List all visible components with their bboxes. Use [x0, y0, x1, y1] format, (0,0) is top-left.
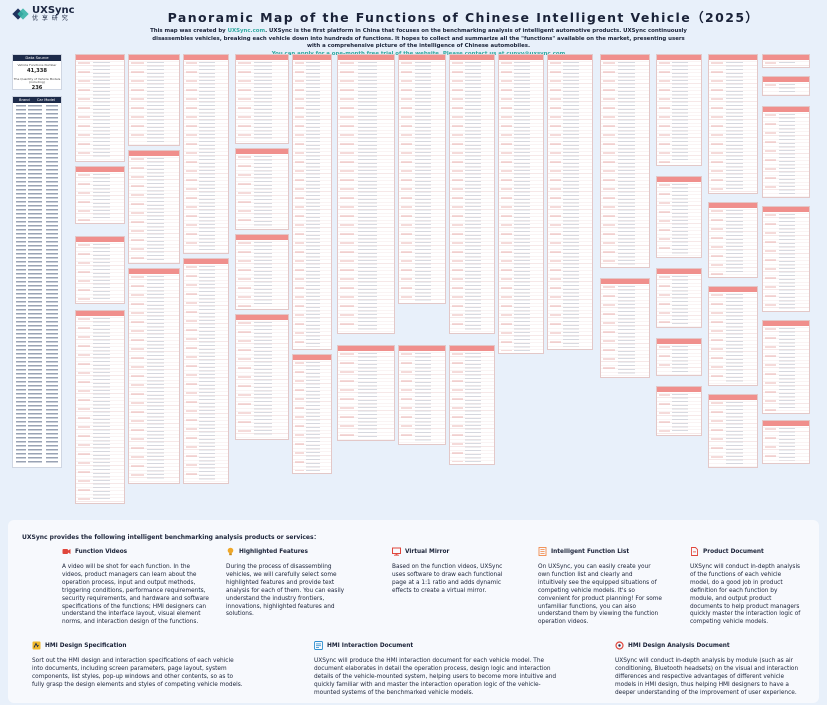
services-panel [8, 520, 819, 703]
service-title: Product Document [703, 548, 764, 555]
intro-text: This map was created by UXSync.com. UXSy… [150, 28, 687, 58]
function-table [337, 54, 395, 334]
brand-model-rows [16, 104, 58, 465]
function-table [762, 54, 810, 68]
uxsync-link[interactable]: UXSync.com [227, 28, 266, 34]
function-table [235, 148, 289, 230]
service-title: Intelligent Function List [551, 548, 630, 555]
function-table [235, 234, 289, 310]
service-title: HMI Interaction Document [327, 642, 414, 649]
stats-header: Data Source [13, 55, 61, 61]
function-table [547, 54, 593, 350]
service-hmi-interaction-document: HMI Interaction Document UXSync will pro… [314, 641, 559, 698]
page-title: Panoramic Map of the Functions of Chines… [167, 10, 760, 25]
service-description: Sort out the HMI design and interaction … [32, 658, 243, 688]
stats-panel: Data Source Vehicle Functions Number 41,… [12, 54, 62, 91]
model-column-header: Car Model [36, 98, 55, 102]
video-camera-icon [62, 547, 71, 556]
function-table [762, 320, 810, 414]
service-description: UXSync will produce the HMI interaction … [314, 658, 557, 696]
function-table [762, 420, 810, 464]
stat-value-models: 236 [31, 84, 43, 91]
function-table [762, 106, 810, 198]
function-table [183, 258, 229, 484]
function-table [600, 278, 650, 378]
function-table [183, 54, 229, 254]
function-table [708, 202, 758, 278]
function-table [398, 54, 446, 304]
function-table [235, 54, 289, 144]
function-table [75, 54, 125, 162]
service-function-videos: Function Videos A video will be shot for… [62, 547, 212, 627]
lightbulb-icon [226, 547, 235, 556]
service-product-document: Product Document UXSync will conduct in-… [690, 547, 802, 627]
function-table [656, 176, 702, 258]
function-table [292, 354, 332, 474]
function-table [656, 386, 702, 436]
function-table [75, 166, 125, 224]
function-table [337, 345, 395, 441]
function-table [449, 54, 495, 334]
document-icon [690, 547, 699, 556]
function-table [398, 345, 446, 445]
service-description: UXSync will conduct in-depth analysis by… [615, 658, 799, 696]
service-hmi-design-specification: HMI Design Specification Sort out the HM… [32, 641, 244, 690]
monitor-icon [392, 547, 401, 556]
function-table [128, 150, 180, 264]
brand-column-header: Brand [19, 98, 30, 102]
intro-part-2: . UXSync is the first platform in China … [152, 28, 687, 50]
function-table [128, 268, 180, 484]
function-table [708, 54, 758, 194]
function-table [498, 54, 544, 354]
function-table [75, 310, 125, 504]
service-description: Based on the function videos, UXSync use… [392, 564, 503, 594]
analysis-document-icon [615, 641, 624, 650]
list-icon [538, 547, 547, 556]
stat-label-functions: Vehicle Functions Number [17, 63, 57, 67]
function-table [449, 345, 495, 465]
service-virtual-mirror: Virtual Mirror Based on the function vid… [392, 547, 510, 596]
service-title: Virtual Mirror [405, 548, 450, 555]
function-table [656, 268, 702, 328]
service-description: UXSync will conduct in-depth analysis of… [690, 564, 801, 626]
logo: UXSync 优 享 研 究 [12, 5, 75, 22]
service-title: Function Videos [75, 548, 128, 555]
logo-text: UXSync [32, 5, 75, 16]
interaction-document-icon [314, 641, 323, 650]
service-highlighted-features: Highlighted Features During the process … [226, 547, 346, 619]
function-table [708, 394, 758, 468]
brand-model-list: Brand Car Model [12, 96, 62, 468]
function-table [600, 54, 650, 268]
service-description: During the process of disassembling vehi… [226, 564, 345, 618]
stat-value-functions: 41,338 [26, 67, 48, 74]
service-description: On UXSync, you can easily create your ow… [538, 564, 662, 626]
design-specification-icon [32, 641, 41, 650]
function-table [75, 236, 125, 304]
services-heading: UXSync provides the following intelligen… [22, 534, 320, 541]
service-title: HMI Design Analysis Document [628, 642, 730, 649]
service-title: HMI Design Specification [45, 642, 127, 649]
function-table [708, 286, 758, 386]
function-table [762, 206, 810, 312]
function-table [128, 54, 180, 146]
function-table [656, 338, 702, 376]
service-description: A video will be shot for each function. … [62, 564, 209, 626]
function-table [235, 314, 289, 440]
function-table [292, 54, 332, 350]
uxsync-logo-icon [12, 7, 29, 21]
stat-label-models: The Quantity of Vehicle Models (includin… [13, 76, 61, 85]
service-hmi-design-analysis-document: HMI Design Analysis Document UXSync will… [615, 641, 805, 698]
service-title: Highlighted Features [239, 548, 308, 555]
function-table [762, 76, 810, 96]
intro-part-1: This map was created by [150, 28, 228, 34]
logo-subtext: 优 享 研 究 [32, 15, 69, 22]
function-table [656, 54, 702, 166]
service-intelligent-function-list: Intelligent Function List On UXSync, you… [538, 547, 663, 627]
trial-contact-text: You can apply for a one-month free trial… [272, 50, 566, 57]
